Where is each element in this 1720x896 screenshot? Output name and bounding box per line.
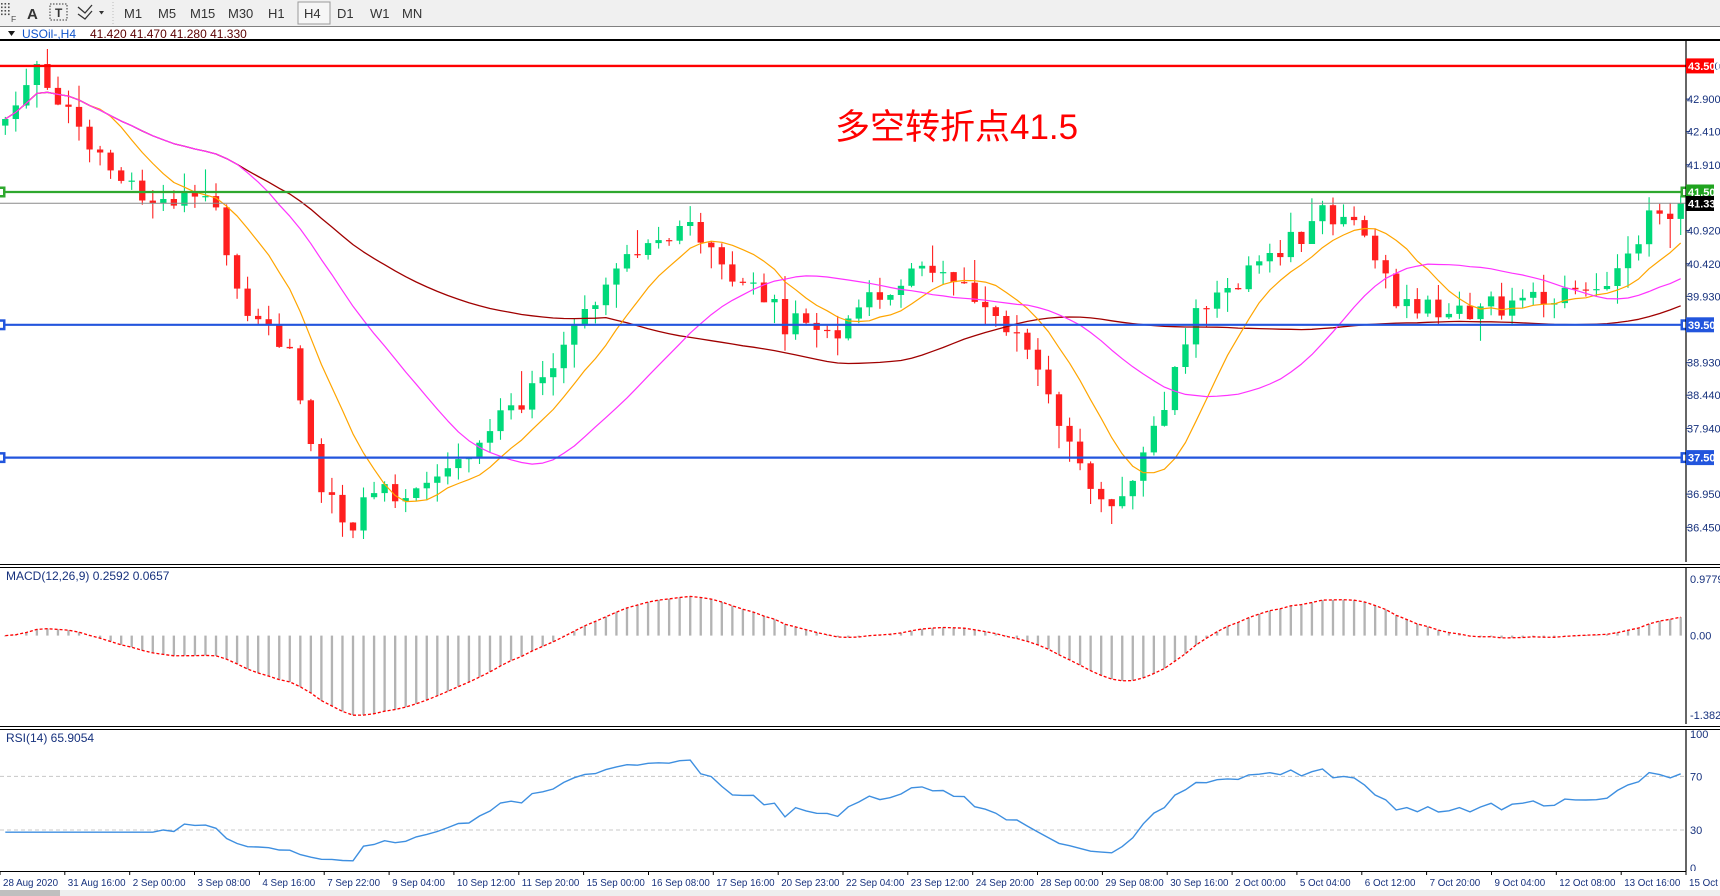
svg-text:9 Sep 04:00: 9 Sep 04:00 xyxy=(392,878,445,889)
svg-text:100: 100 xyxy=(1690,730,1708,741)
svg-text:70: 70 xyxy=(1690,772,1702,784)
svg-text:40.920: 40.920 xyxy=(1687,226,1720,238)
svg-text:15 Oct 00:00: 15 Oct 00:00 xyxy=(1689,878,1720,889)
svg-text:37.940: 37.940 xyxy=(1687,423,1720,435)
svg-text:MN: MN xyxy=(402,6,422,21)
svg-text:9 Oct 04:00: 9 Oct 04:00 xyxy=(1495,878,1546,889)
svg-text:41.330: 41.330 xyxy=(1688,199,1720,211)
svg-text:A: A xyxy=(27,6,38,23)
svg-text:39.930: 39.930 xyxy=(1687,291,1720,303)
svg-text:RSI(14) 65.9054: RSI(14) 65.9054 xyxy=(6,731,94,745)
svg-text:20 Sep 23:00: 20 Sep 23:00 xyxy=(781,878,840,889)
svg-text:38.930: 38.930 xyxy=(1687,358,1720,370)
svg-text:24 Sep 20:00: 24 Sep 20:00 xyxy=(976,878,1035,889)
svg-text:36.950: 36.950 xyxy=(1687,489,1720,501)
svg-text:W1: W1 xyxy=(370,6,390,21)
svg-text:30: 30 xyxy=(1690,825,1702,837)
svg-text:16 Sep 08:00: 16 Sep 08:00 xyxy=(652,878,711,889)
svg-text:0.9779: 0.9779 xyxy=(1690,574,1720,586)
svg-text:42.900: 42.900 xyxy=(1687,94,1720,106)
svg-text:2 Oct 00:00: 2 Oct 00:00 xyxy=(1235,878,1286,889)
svg-text:USOil-,H4: USOil-,H4 xyxy=(22,27,76,41)
svg-text:多空转折点41.5: 多空转折点41.5 xyxy=(835,108,1078,147)
svg-text:F: F xyxy=(11,14,16,24)
svg-text:30 Sep 16:00: 30 Sep 16:00 xyxy=(1170,878,1229,889)
svg-text:40.420: 40.420 xyxy=(1687,259,1720,271)
svg-text:M30: M30 xyxy=(228,6,253,21)
svg-text:13 Oct 16:00: 13 Oct 16:00 xyxy=(1624,878,1681,889)
svg-text:41.910: 41.910 xyxy=(1687,160,1720,172)
svg-text:-1.382: -1.382 xyxy=(1690,710,1720,722)
svg-text:41.420 41.470 41.280 41.330: 41.420 41.470 41.280 41.330 xyxy=(90,27,247,41)
svg-text:H4: H4 xyxy=(304,6,321,21)
svg-text:7 Oct 20:00: 7 Oct 20:00 xyxy=(1430,878,1481,889)
svg-text:37.500: 37.500 xyxy=(1688,453,1720,465)
svg-text:M15: M15 xyxy=(190,6,215,21)
svg-text:M5: M5 xyxy=(158,6,176,21)
svg-text:10 Sep 12:00: 10 Sep 12:00 xyxy=(457,878,516,889)
svg-text:5 Oct 04:00: 5 Oct 04:00 xyxy=(1300,878,1351,889)
svg-text:42.410: 42.410 xyxy=(1687,127,1720,139)
svg-text:4 Sep 16:00: 4 Sep 16:00 xyxy=(262,878,315,889)
svg-text:6 Oct 12:00: 6 Oct 12:00 xyxy=(1365,878,1416,889)
svg-text:28 Aug 2020: 28 Aug 2020 xyxy=(3,878,59,889)
svg-text:17 Sep 16:00: 17 Sep 16:00 xyxy=(716,878,775,889)
svg-text:3 Sep 08:00: 3 Sep 08:00 xyxy=(198,878,251,889)
svg-text:28 Sep 00:00: 28 Sep 00:00 xyxy=(1041,878,1100,889)
svg-text:38.440: 38.440 xyxy=(1687,390,1720,402)
svg-text:29 Sep 08:00: 29 Sep 08:00 xyxy=(1105,878,1164,889)
svg-text:23 Sep 12:00: 23 Sep 12:00 xyxy=(911,878,970,889)
svg-text:0: 0 xyxy=(1690,863,1696,871)
svg-text:11 Sep 20:00: 11 Sep 20:00 xyxy=(522,878,580,889)
svg-text:36.450: 36.450 xyxy=(1687,522,1720,534)
svg-text:D1: D1 xyxy=(337,6,354,21)
svg-text:12 Oct 08:00: 12 Oct 08:00 xyxy=(1559,878,1616,889)
svg-text:2 Sep 00:00: 2 Sep 00:00 xyxy=(133,878,186,889)
svg-text:15 Sep 00:00: 15 Sep 00:00 xyxy=(587,878,646,889)
svg-text:0.00: 0.00 xyxy=(1690,631,1711,643)
svg-text:MACD(12,26,9) 0.2592 0.0657: MACD(12,26,9) 0.2592 0.0657 xyxy=(6,569,170,583)
svg-text:43.500: 43.500 xyxy=(1688,61,1720,73)
svg-text:T: T xyxy=(55,6,63,20)
svg-text:39.500: 39.500 xyxy=(1688,320,1720,332)
svg-text:H1: H1 xyxy=(268,6,285,21)
svg-text:7 Sep 22:00: 7 Sep 22:00 xyxy=(327,878,380,889)
svg-text:M1: M1 xyxy=(124,6,142,21)
svg-text:22 Sep 04:00: 22 Sep 04:00 xyxy=(846,878,905,889)
svg-text:31 Aug 16:00: 31 Aug 16:00 xyxy=(68,878,126,889)
